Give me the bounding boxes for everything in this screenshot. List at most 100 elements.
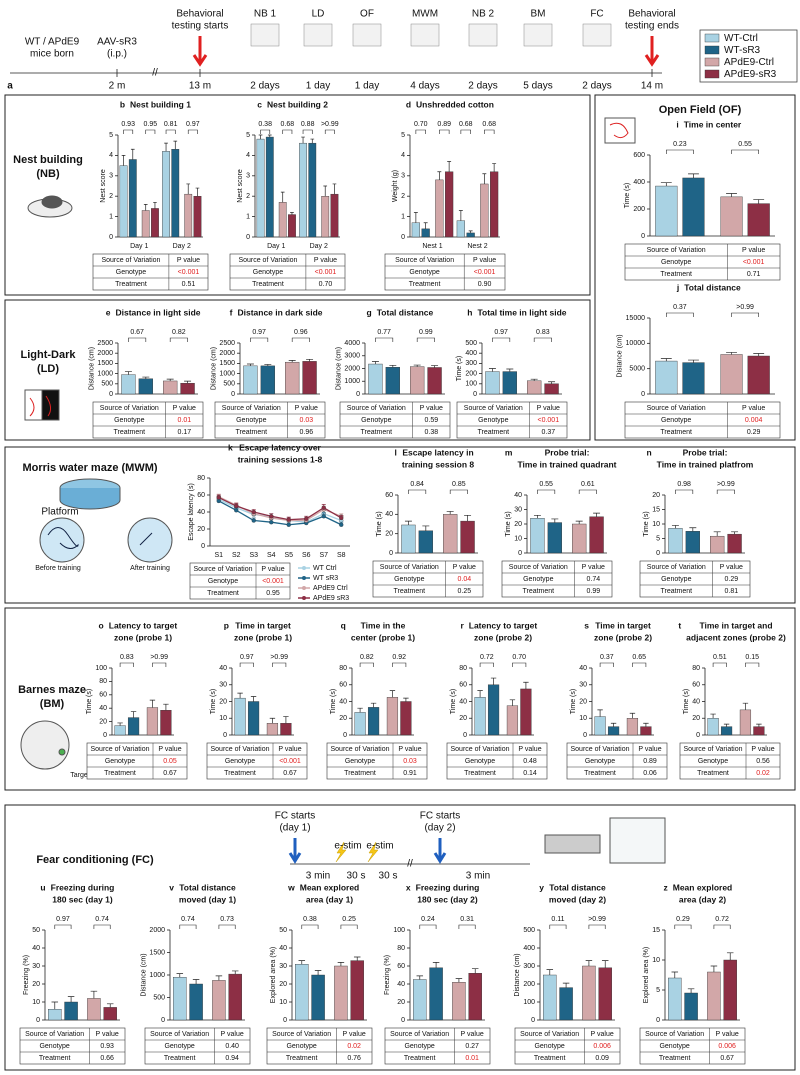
error-bar	[130, 148, 135, 160]
p-label: 0.85	[452, 481, 466, 488]
table-row-label: Treatment	[404, 1055, 436, 1062]
error-bar	[575, 520, 583, 524]
error-bar	[323, 185, 328, 197]
p-label: 0.31	[460, 916, 474, 923]
y-tick-label: 100	[393, 927, 405, 934]
section-label: (BM)	[40, 698, 65, 710]
y-tick-label: 10	[219, 715, 227, 722]
bar	[103, 1007, 117, 1021]
y-axis-label: Time (s)	[210, 689, 217, 714]
timeline-starts: Behavioral	[176, 9, 223, 20]
table-row-label: Genotype	[208, 578, 238, 585]
error-bar	[90, 990, 98, 999]
p-label: 0.15	[745, 654, 759, 661]
marker	[321, 505, 326, 510]
y-tick-label: 40	[99, 705, 107, 712]
error-bar	[269, 717, 276, 724]
y-tick-label: 1000	[344, 378, 360, 385]
panel-title: Unshredded cotton	[416, 99, 494, 109]
table-row-label: Genotype	[253, 269, 283, 276]
stats-table	[456, 401, 568, 439]
y-axis-label: Distance (cm)	[140, 953, 147, 996]
marker	[234, 508, 239, 513]
stats-table	[206, 742, 308, 780]
y-tick-label: 30	[579, 682, 587, 689]
panel-title: 180 sec (day 1)	[52, 894, 113, 904]
table-row-label: Treatment	[39, 1055, 71, 1062]
bar	[720, 354, 743, 395]
panel-title: Probe trial:	[683, 447, 728, 457]
bar	[582, 965, 596, 1021]
comparison-bracket	[54, 924, 72, 929]
panel-letter: v	[169, 882, 174, 892]
y-tick-label: 100	[95, 665, 107, 672]
y-tick-label: 0	[109, 234, 113, 241]
error-bar	[477, 690, 483, 698]
p-value: 0.71	[747, 271, 761, 278]
error-bar	[117, 722, 123, 726]
bar	[162, 151, 170, 238]
bar	[589, 516, 604, 554]
bar	[87, 998, 101, 1021]
y-axis-label: Weight (g)	[392, 170, 399, 202]
p-value: 0.67	[283, 770, 297, 777]
y-tick-label: 0	[223, 732, 227, 739]
section-label: Barnes maze	[18, 684, 86, 696]
legend-marker	[302, 596, 306, 600]
y-tick-label: 200	[523, 981, 535, 988]
lightning	[335, 841, 347, 863]
comparison-bracket	[301, 924, 319, 929]
bar	[460, 520, 475, 554]
y-tick-label: 0	[109, 391, 113, 398]
y-tick-label: 80	[397, 945, 405, 952]
panel-title: Nest building 1	[130, 99, 191, 109]
panel-title: Total distance	[377, 307, 434, 317]
y-tick-label: 0	[356, 391, 360, 398]
panel-letter: m	[505, 447, 513, 457]
y-tick-label: 0	[389, 550, 393, 557]
y-tick-label: 100	[523, 999, 535, 1006]
error-bar	[267, 134, 272, 138]
timeline-start: WT / APdE9	[25, 37, 80, 48]
error-bar	[548, 381, 556, 384]
test-icon	[523, 23, 553, 47]
panel-letter: t	[678, 620, 681, 630]
table-header: P value	[716, 1031, 739, 1038]
y-tick-label: 4000	[344, 340, 360, 347]
panel-title: Latency to target	[469, 620, 538, 630]
error-bar	[250, 696, 257, 702]
bar	[543, 974, 557, 1021]
y-tick-label: 0	[463, 732, 467, 739]
y-tick-label: 1	[401, 213, 405, 220]
error-bar	[432, 962, 440, 968]
comparison-bracket	[169, 337, 188, 342]
panel-letter: y	[539, 882, 544, 892]
bar	[490, 171, 499, 238]
table-header: Source of Variation	[450, 746, 509, 753]
p-label: 0.97	[252, 329, 266, 336]
bar	[607, 726, 620, 736]
y-axis-label: Time (s)	[570, 689, 577, 714]
y-tick-label: 1	[109, 213, 113, 220]
y-tick-label: 40	[339, 698, 347, 705]
legend-label: WT Ctrl	[313, 565, 337, 572]
y-tick-label: 30	[514, 506, 522, 513]
p-value: <0.001	[315, 269, 337, 276]
fc-segment: 30 s	[379, 871, 398, 882]
test-duration: 1 day	[355, 81, 379, 92]
table-header: Source of Variation	[645, 1031, 704, 1038]
comparison-bracket	[745, 662, 760, 667]
table-header: P value	[591, 1031, 614, 1038]
table-header: Source of Variation	[390, 1031, 449, 1038]
error-bar	[67, 996, 75, 1002]
y-tick-label: 0	[401, 234, 405, 241]
error-bar	[726, 352, 737, 355]
p-value: 0.96	[299, 429, 313, 436]
y-tick-label: 30	[219, 682, 227, 689]
bar	[468, 973, 482, 1021]
y-tick-label: 40	[279, 945, 287, 952]
y-tick-label: 2000	[149, 927, 165, 934]
p-value: 0.03	[299, 417, 313, 424]
table-header: Source of Variation	[647, 247, 706, 254]
y-tick-label: 40	[385, 511, 393, 518]
